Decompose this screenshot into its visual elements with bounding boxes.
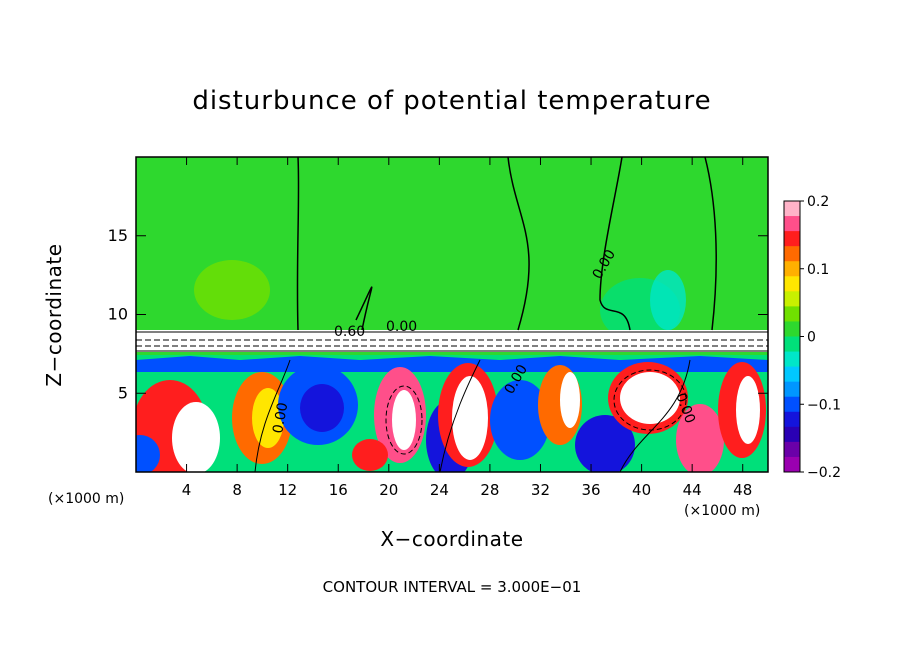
x-tick-label: 48 (733, 481, 752, 499)
x-unit-label-left: (×1000 m) (48, 491, 125, 507)
colorbar-swatch (784, 276, 800, 292)
colorbar-tick-label: 0.2 (807, 194, 829, 210)
colorbar: 0.2 0.1 0 −0.1 −0.2 (783, 194, 841, 481)
colorbar-tick-label: −0.2 (807, 465, 841, 481)
colorbar-swatch (784, 336, 800, 353)
colorbar-swatch (784, 366, 800, 383)
colorbar-tick-label: 0.1 (807, 262, 829, 278)
turbulence-eddy (676, 404, 724, 472)
x-tick-label: 28 (480, 481, 499, 499)
colorbar-tick-label: 0 (807, 330, 816, 346)
chart-title: disturbunce of potential temperature (192, 86, 712, 116)
turbulence (136, 356, 768, 472)
x-axis-label: X−coordinate (380, 527, 524, 551)
turbulence-eddy (560, 372, 580, 428)
x-tick-label: 8 (232, 481, 242, 499)
colorbar-swatch (784, 426, 800, 443)
field-blob (650, 270, 686, 330)
x-unit-label-right: (×1000 m) (684, 503, 761, 519)
colorbar-swatch (784, 456, 800, 473)
colorbar-swatch (784, 306, 800, 322)
x-tick-label: 44 (683, 481, 702, 499)
colorbar-swatch (784, 381, 800, 398)
y-tick-label: 10 (108, 305, 128, 324)
turbulence-eddy (352, 439, 388, 471)
x-tick-label: 16 (329, 481, 348, 499)
turbulence-eddy (392, 390, 416, 450)
colorbar-swatch (784, 321, 800, 337)
colorbar-swatch (784, 291, 800, 307)
colorbar-swatch (784, 201, 800, 217)
upper-contours (296, 157, 717, 331)
turbulence-eddy (620, 372, 680, 424)
turbulence-eddy (300, 384, 344, 432)
contour-label: 0.60 (334, 324, 365, 340)
colorbar-swatch (784, 396, 800, 413)
interface-contours (136, 331, 768, 352)
colorbar-swatch (784, 411, 800, 428)
colorbar-swatch (784, 441, 800, 458)
x-tick-label: 20 (379, 481, 398, 499)
y-axis: 5 10 15 (108, 226, 768, 402)
x-tick-label: 36 (581, 481, 600, 499)
turbulence-eddy (736, 376, 760, 444)
interface-band (136, 330, 768, 352)
x-tick-label: 32 (531, 481, 550, 499)
y-tick-label: 5 (118, 383, 128, 402)
contour-interval-note: CONTOUR INTERVAL = 3.000E−01 (322, 578, 582, 596)
turbulence-eddy (252, 388, 284, 448)
turbulence-eddy (575, 415, 635, 472)
colorbar-swatch (784, 231, 800, 247)
turbulence-eddy (490, 380, 550, 460)
turbulence-eddy (172, 402, 220, 472)
x-axis: 4 8 12 16 20 24 28 32 36 40 44 48 (182, 157, 752, 499)
contour-label: 0.00 (386, 319, 417, 335)
turbulence-band (136, 356, 768, 372)
colorbar-tick-label: −0.1 (807, 397, 841, 413)
turbulence-eddy (452, 376, 488, 460)
field-blob (194, 260, 270, 320)
x-tick-label: 40 (632, 481, 651, 499)
turbulence-eddy (136, 435, 160, 472)
colorbar-swatch (784, 246, 800, 262)
contour-label: 0.00 (270, 401, 291, 434)
x-tick-label: 12 (278, 481, 297, 499)
x-tick-label: 4 (182, 481, 192, 499)
x-tick-label: 24 (430, 481, 449, 499)
heatmap-field (136, 157, 768, 472)
colorbar-swatch (784, 261, 800, 277)
colorbar-swatch (784, 216, 800, 232)
lower-contours (254, 359, 691, 472)
colorbar-swatch (784, 351, 800, 368)
y-tick-label: 15 (108, 226, 128, 245)
